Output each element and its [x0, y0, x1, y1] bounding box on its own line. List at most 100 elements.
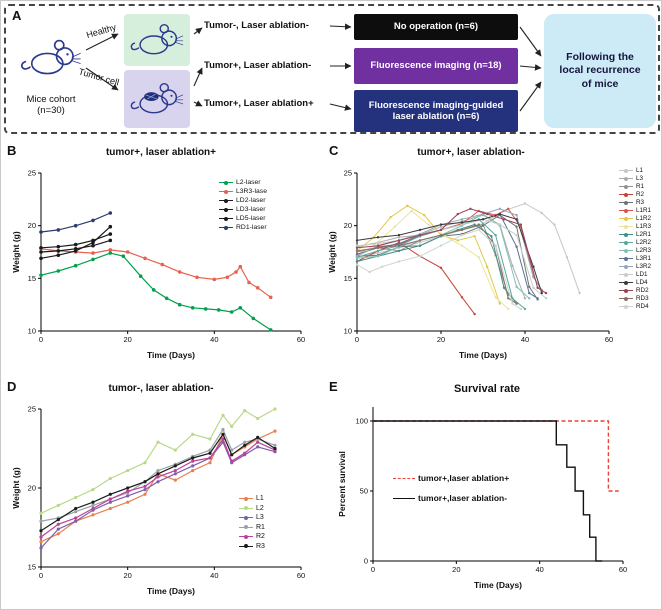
- y-tick-label: 15: [28, 563, 36, 572]
- legend-label: tumor+,laser ablation-: [418, 493, 508, 503]
- y-tick-label: 50: [360, 487, 368, 496]
- legend-label: L3: [256, 514, 264, 521]
- legend-label: R3: [256, 542, 265, 550]
- legend-line-sample: [219, 179, 233, 186]
- series-tumor+,laser ablation-: [373, 420, 603, 562]
- legend-line-sample: [239, 505, 253, 512]
- legend-label: L1R1: [636, 207, 652, 214]
- y-tick-label: 15: [28, 274, 36, 283]
- legend-label: R1: [636, 183, 645, 190]
- series-R2: [356, 241, 476, 315]
- legend-line-sample: [619, 175, 633, 182]
- x-tick-label: 20: [452, 565, 460, 574]
- x-tick-label: 20: [123, 571, 131, 580]
- legend-item: L1R2: [619, 215, 651, 222]
- no-operation-box: No operation (n=6): [354, 14, 518, 40]
- legend-line-sample: [619, 263, 633, 270]
- x-tick-label: 40: [521, 335, 529, 344]
- panel-b-label: B: [7, 143, 17, 158]
- legend-label: LD3-laser: [236, 206, 266, 213]
- legend-line-sample: [619, 239, 633, 246]
- legend-label: L3R1: [636, 255, 652, 262]
- legend-line-sample: [619, 271, 633, 278]
- series-L2: [40, 408, 276, 514]
- mouse-cohort-icon: [18, 34, 84, 82]
- no-operation-box-text: No operation (n=6): [393, 21, 479, 33]
- healthy-mouse-card: [124, 14, 190, 66]
- series-RD3: [356, 224, 517, 305]
- legend-item: LD3-laser: [219, 206, 267, 213]
- panel-c-title: tumor+, laser ablation-: [417, 147, 525, 158]
- legend-line-sample: [619, 279, 633, 286]
- legend-line-sample: [393, 495, 415, 502]
- legend-item: L2-laser: [219, 179, 267, 186]
- legend-label: L1R2: [636, 215, 652, 222]
- panel-d: D tumor-, laser ablation- 15 20 25 0 20 40 60 T…: [1, 377, 323, 607]
- branch-label-tumor-pos-laser: Tumor+, Laser ablation+: [204, 98, 314, 109]
- legend-item: R1: [239, 524, 265, 531]
- series-L1R2: [356, 205, 501, 304]
- series-R1: [40, 428, 276, 522]
- legend-item: L2R1: [619, 231, 651, 238]
- legend-item: RD2: [619, 287, 651, 294]
- legend-item: L3: [619, 175, 651, 182]
- legend-item: R3: [239, 543, 265, 550]
- legend-line-sample: [219, 224, 233, 231]
- legend-label: RD1-laser: [236, 224, 267, 231]
- panel-c: C tumor+, laser ablation- 10 15 20 25 0 20 40 6…: [323, 141, 661, 373]
- guided-laser-ablation-box-text: Fluorescence imaging-guided laser ablati…: [368, 99, 504, 122]
- branch-label-tumor-neg: Tumor-, Laser ablation-: [204, 20, 309, 31]
- legend-label: L3: [636, 175, 644, 182]
- legend-label: RD2: [636, 287, 649, 294]
- legend-item: R2: [239, 533, 265, 540]
- series-L3: [356, 214, 526, 299]
- y-axis-title: Weight (g): [11, 467, 21, 509]
- legend-item: L3: [239, 514, 265, 521]
- legend-item: R2: [619, 191, 651, 198]
- legend-label: RD3: [636, 295, 649, 302]
- legend-line-sample: [393, 475, 415, 482]
- panel-e-label: E: [329, 379, 338, 394]
- y-tick-label: 20: [28, 221, 36, 230]
- cohort-caption-line2: (n=30): [37, 105, 65, 117]
- y-axis-title: Weight (g): [327, 231, 337, 273]
- x-tick-label: 40: [210, 335, 218, 344]
- x-tick-label: 60: [297, 571, 305, 580]
- chart-canvas-d: 15 20 25 0 20 40 60 Time (Days) Weight (g): [11, 405, 305, 597]
- series-RD1-laser: [40, 212, 111, 233]
- legend-item: LD2-laser: [219, 197, 267, 204]
- legend-line-sample: [219, 215, 233, 222]
- series-R3: [40, 433, 276, 532]
- legend-line-sample: [239, 533, 253, 540]
- y-tick-label: 10: [344, 327, 352, 336]
- x-tick-label: 60: [619, 565, 627, 574]
- y-axis-title: Percent survival: [337, 451, 347, 517]
- legend-c: L1 L3 R1 R2 R3 L1R1 L1R2 L1R3 L2R1 L2R2 L2R3 L3R1 L3…: [619, 167, 651, 310]
- legend-line-sample: [619, 215, 633, 222]
- legend-item: L2R3: [619, 247, 651, 254]
- y-tick-label: 20: [344, 221, 352, 230]
- panel-e-title: Survival rate: [453, 383, 521, 395]
- legend-line-sample: [239, 524, 253, 531]
- legend-label: R2: [636, 191, 645, 198]
- legend-line-sample: [619, 167, 633, 174]
- legend-label: LD2-laser: [236, 197, 266, 204]
- legend-item: L1: [619, 167, 651, 174]
- y-tick-label: 25: [344, 169, 352, 178]
- outcome-box-text: Following the local recurrence of mice: [559, 50, 641, 90]
- x-axis-title: Time (Days): [147, 350, 195, 360]
- legend-item: L1: [239, 495, 265, 502]
- legend-line-sample: [219, 188, 233, 195]
- panel-d-label: D: [7, 379, 17, 394]
- legend-d: L1 L2 L3 R1 R2 R3: [239, 495, 265, 550]
- tumor-mouse-card: [124, 70, 190, 128]
- panel-b: B tumor+, laser ablation+ 10 15 20 25 0 20 40 6…: [1, 141, 323, 373]
- legend-line-sample: [619, 223, 633, 230]
- legend-line-sample: [619, 295, 633, 302]
- y-tick-label: 0: [364, 557, 368, 566]
- series-L3: [40, 441, 276, 549]
- legend-e: tumor+,laser ablation+ tumor+,laser ablat…: [393, 473, 509, 503]
- legend-line-sample: [619, 207, 633, 214]
- x-tick-label: 20: [123, 335, 131, 344]
